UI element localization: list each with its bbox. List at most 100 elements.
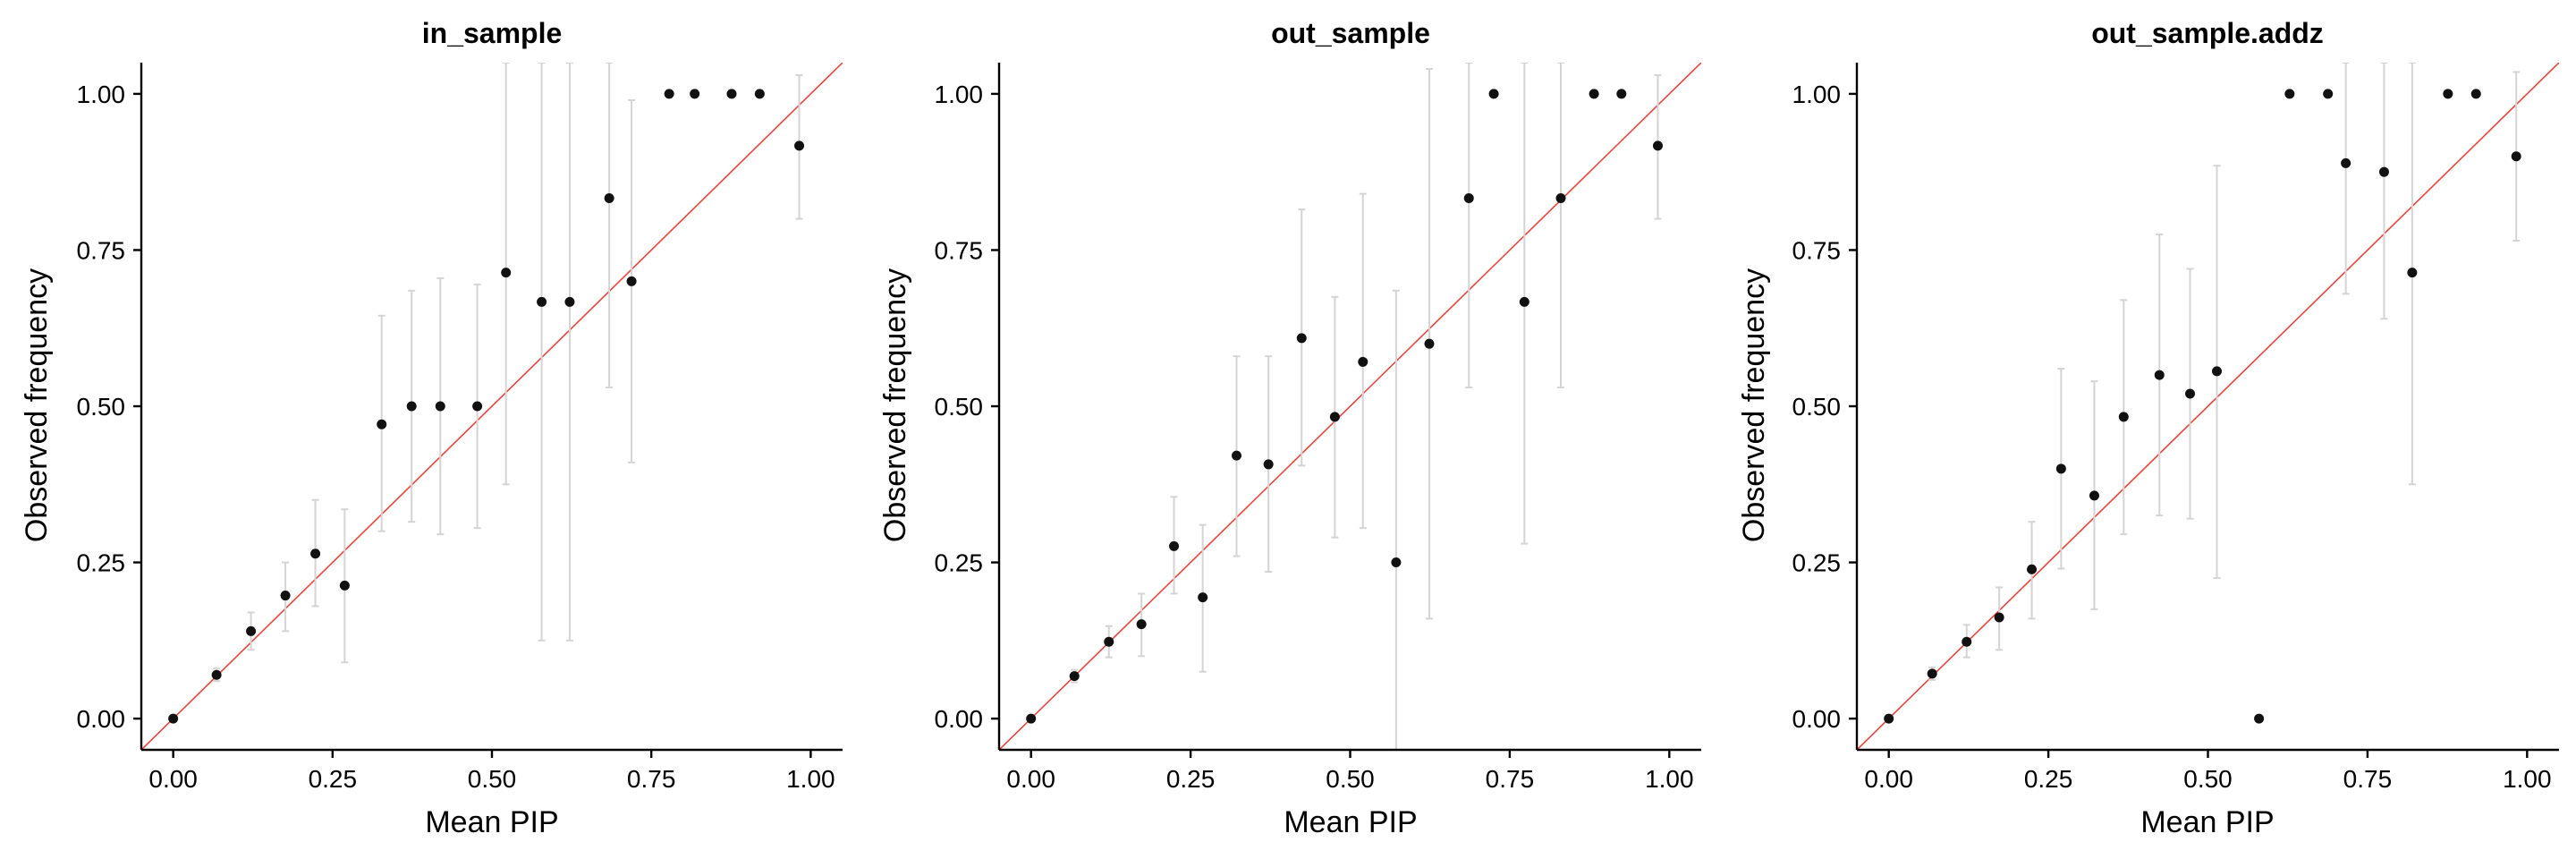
y-tick-label: 0.50 [77,393,126,421]
error-bar [1557,63,1564,389]
data-point [2027,564,2038,574]
y-tick-label: 0.25 [77,549,126,577]
reference-line [999,63,1701,750]
data-point [604,193,614,204]
x-tick-label: 0.50 [1326,765,1375,793]
y-tick-label: 0.50 [1792,393,1842,421]
data-point [339,580,350,591]
error-bar [538,63,546,642]
data-point [1263,459,1274,470]
y-tick-label: 0.25 [1792,549,1842,577]
error-bar [1465,63,1473,389]
data-point [626,276,637,286]
data-point [1104,636,1114,647]
data-point [1994,612,2004,623]
x-tick-label: 1.00 [786,765,835,793]
plot-area: 0.00 0.25 0.50 0.75 1.00 0.00 0.25 0.50 0.75 1.00 [77,63,843,793]
data-point [1169,540,1180,551]
data-point [1927,668,1937,679]
data-point [1136,619,1147,630]
data-point [2378,166,2389,177]
error-bar [2342,63,2350,295]
data-point [1358,356,1368,367]
y-tick-label: 0.00 [77,705,126,733]
data-point [1026,713,1037,724]
data-point [1884,713,1894,724]
y-axis-title: Observed frequency [878,268,912,542]
y-tick-label: 1.00 [935,81,984,108]
data-point [1616,89,1627,99]
data-point [2341,157,2351,168]
y-axis-title: Observed frequency [20,268,54,542]
data-point [2185,388,2196,399]
x-tick-label: 0.25 [309,765,358,793]
error-bar [2380,63,2388,320]
data-point [2470,89,2481,99]
data-point [2407,268,2418,278]
x-tick-label: 0.00 [1864,765,1913,793]
x-tick-label: 0.25 [2024,765,2073,793]
data-point [501,268,512,278]
data-point [472,401,483,412]
data-point [1519,296,1530,307]
panel-out-sample: out_sample Mean PIP Observed frequency 0… [878,17,1701,839]
reference-line [1857,63,2559,750]
y-tick-label: 1.00 [77,81,126,108]
error-bar [1392,289,1400,750]
data-point [794,140,805,151]
data-point [1424,338,1435,349]
y-tick-label: 0.00 [1792,705,1842,733]
data-point [1962,636,1972,647]
error-bar [565,63,573,642]
data-point [726,89,737,99]
data-point [2118,412,2129,422]
y-tick-label: 0.75 [935,236,984,264]
data-point [1198,592,1208,603]
data-point [2511,151,2521,162]
data-point [2211,366,2222,377]
y-tick-label: 0.75 [1792,236,1842,264]
x-tick-label: 0.50 [468,765,517,793]
data-point [2443,89,2453,99]
data-point [377,419,387,430]
x-tick-label: 1.00 [2503,765,2552,793]
data-point [1652,140,1663,151]
data-point [1329,412,1340,422]
y-tick-label: 1.00 [1792,81,1842,108]
x-axis-title: Mean PIP [425,805,558,839]
data-point [754,89,765,99]
x-tick-label: 0.75 [2343,765,2393,793]
data-point [537,296,547,307]
panel-in-sample: in_sample Mean PIP Observed frequency 0.… [20,17,843,839]
data-point [435,401,445,412]
x-tick-label: 0.75 [627,765,676,793]
data-point [310,549,321,559]
data-point [2055,464,2066,474]
data-point [2089,490,2099,501]
y-tick-label: 0.75 [77,236,126,264]
data-point [1488,89,1499,99]
y-tick-label: 0.25 [935,549,984,577]
x-tick-label: 0.25 [1166,765,1216,793]
panel-title: out_sample [1271,17,1430,49]
data-point [168,713,179,724]
data-point [2254,713,2265,724]
data-point [1231,450,1241,461]
data-point [564,296,575,307]
data-point [1555,193,1566,204]
data-point [690,89,700,99]
data-point [664,89,674,99]
data-point [280,591,291,601]
data-point [1463,193,1474,204]
x-tick-label: 0.00 [148,765,198,793]
data-point [2284,89,2295,99]
panel-out-sample-addz: out_sample.addz Mean PIP Observed freque… [1737,17,2559,839]
plot-area: 0.00 0.25 0.50 0.75 1.00 0.00 0.25 0.50 0.75 1.00 [935,63,1701,793]
y-tick-label: 0.00 [935,705,984,733]
plot-area: 0.00 0.25 0.50 0.75 1.00 0.00 0.25 0.50 0.75 1.00 [1792,63,2559,793]
error-bar [606,63,614,389]
y-axis-title: Observed frequency [1737,268,1771,542]
data-point [2323,89,2334,99]
x-axis-title: Mean PIP [2140,805,2274,839]
data-point [1391,557,1402,568]
